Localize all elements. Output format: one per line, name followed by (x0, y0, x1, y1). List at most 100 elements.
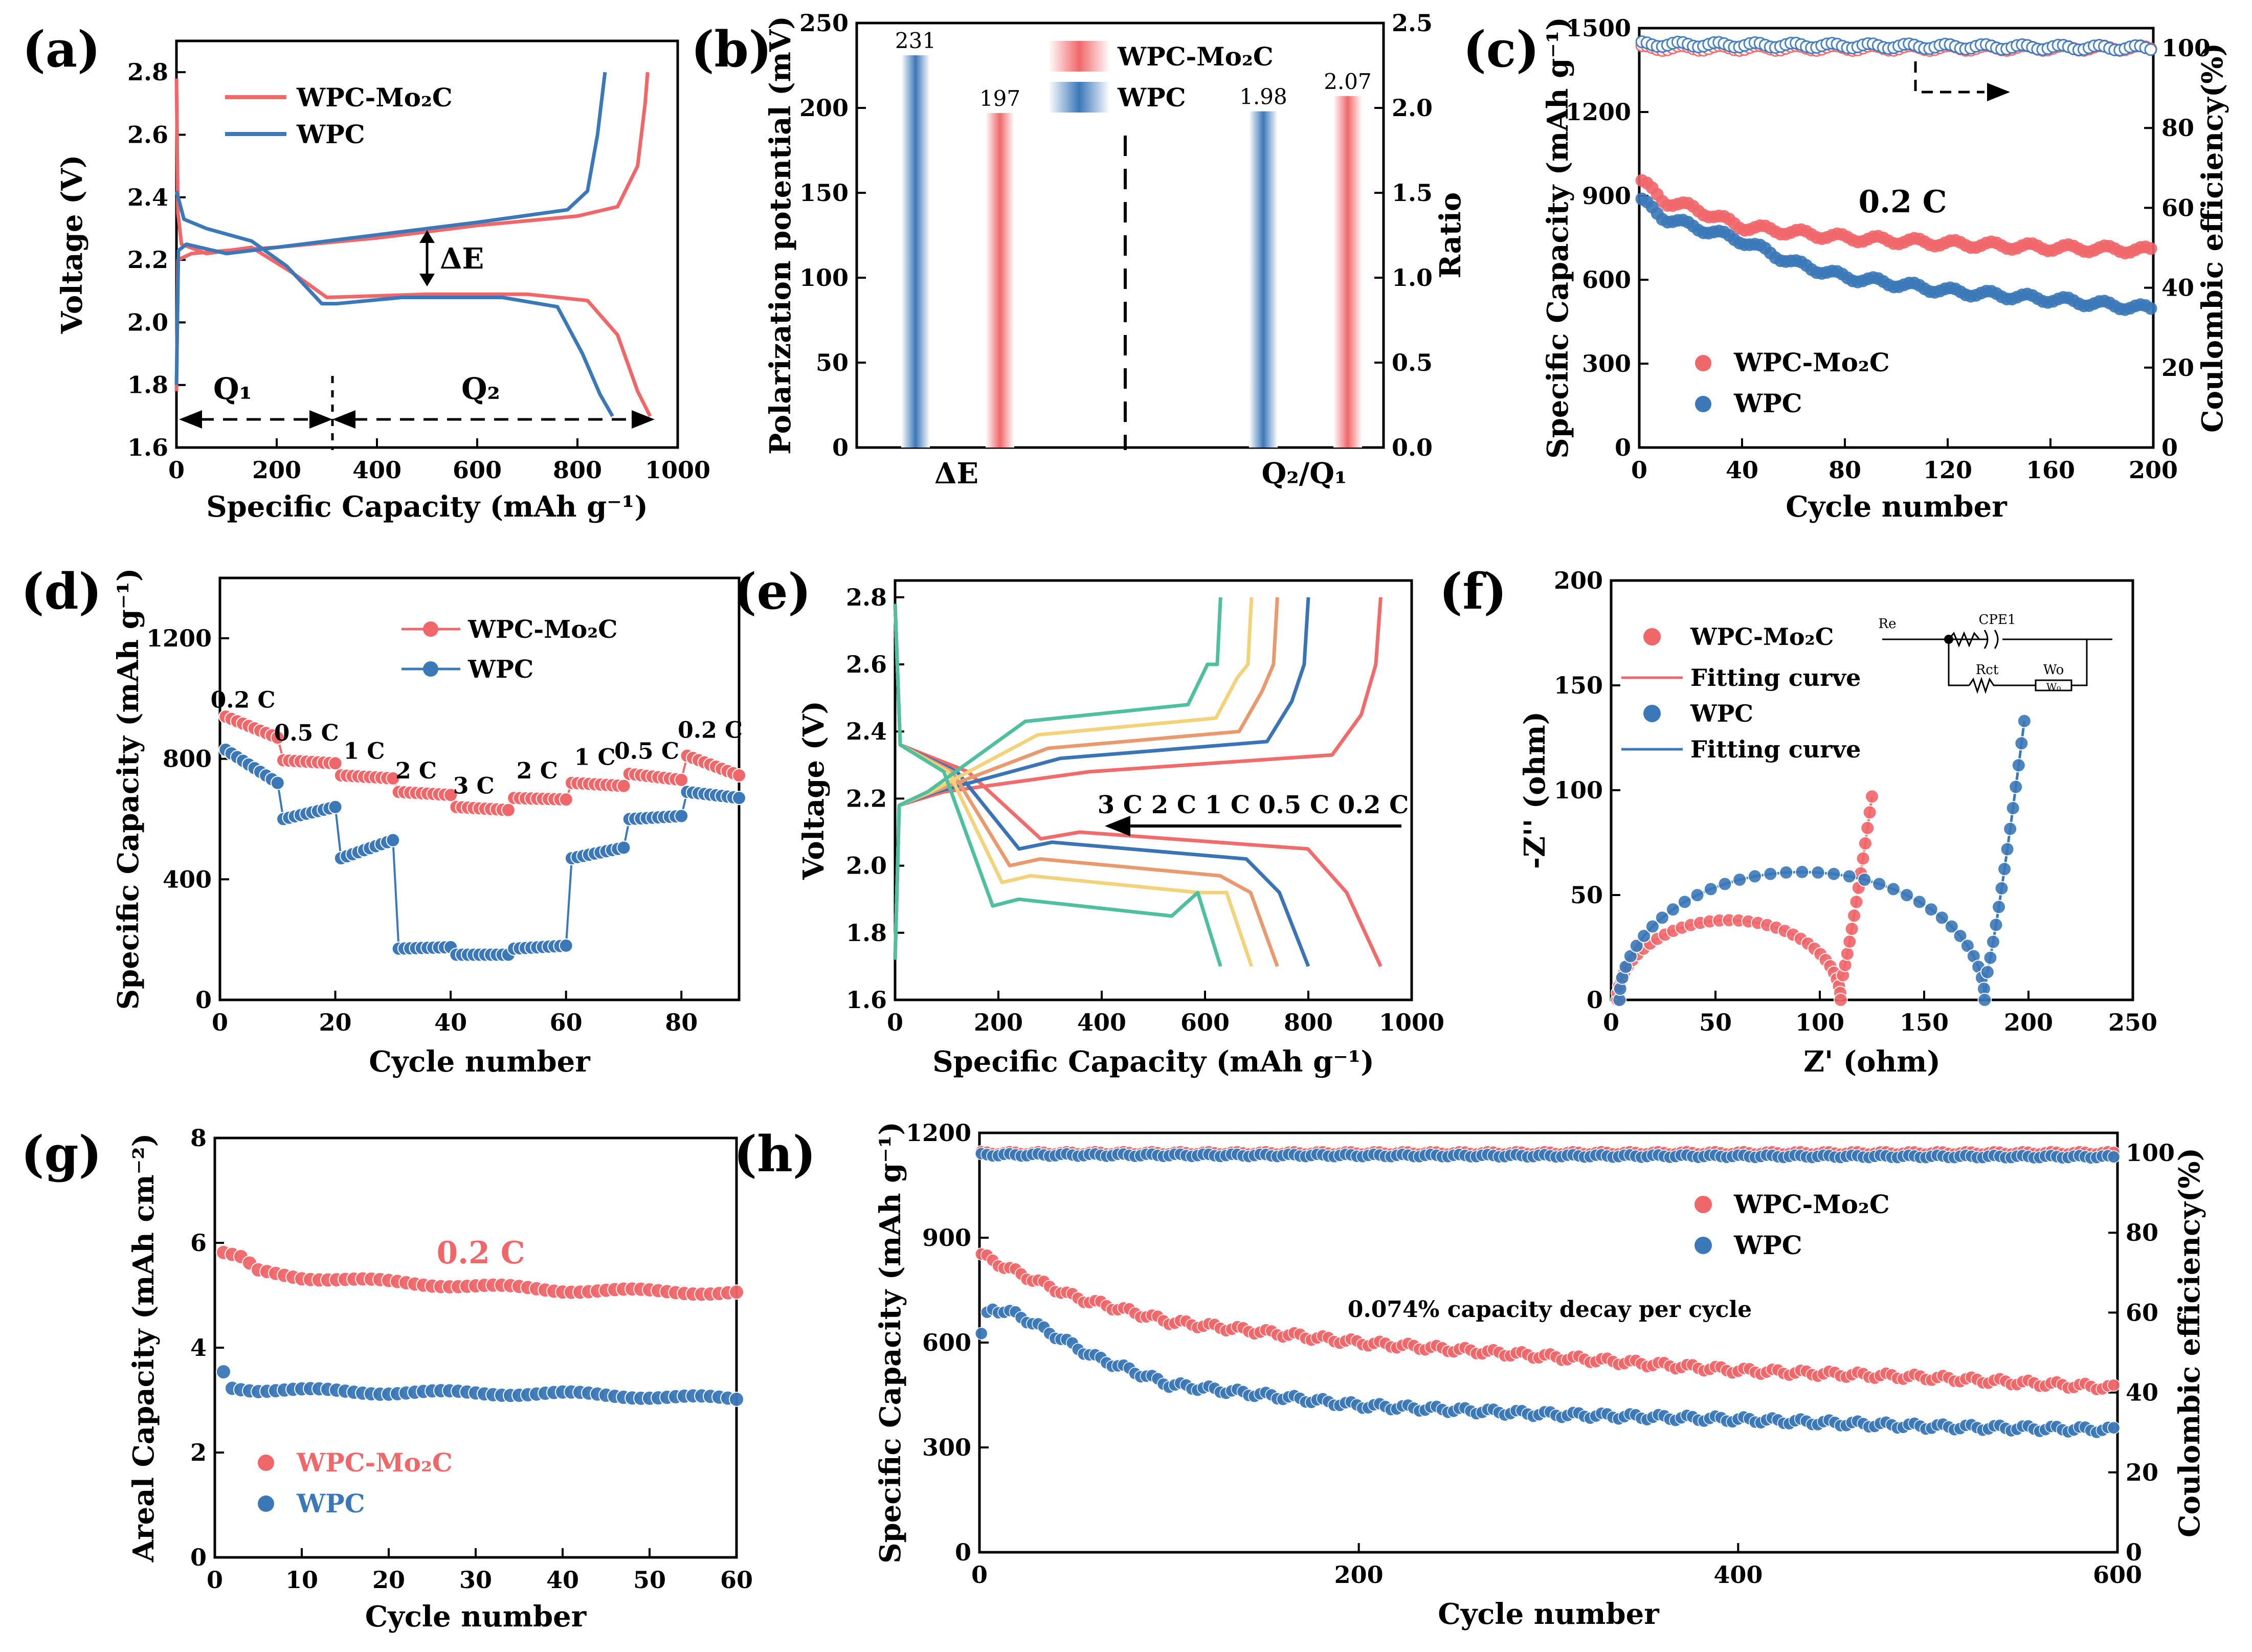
y-right-axis-label: Coulombic efficiency(%) (2173, 1148, 2206, 1537)
data-point (270, 730, 285, 745)
y-axis-label: Specific Capacity (mAh g⁻¹) (874, 1122, 907, 1564)
y-right-axis-label: Ratio (1434, 192, 1467, 279)
y-tick-label: 2.6 (846, 651, 887, 678)
x-axis-label: Cycle number (365, 1600, 587, 1634)
data-point (2009, 779, 2023, 794)
y-tick-label: 1.6 (127, 434, 168, 461)
circuit-branch (1948, 639, 2088, 694)
x-tick-label: 400 (1713, 1561, 1763, 1589)
y-tick-label: 0 (1615, 434, 1631, 461)
y-tick-label: 2.8 (127, 58, 168, 86)
plot-frame (218, 576, 741, 1001)
x-tick-label: 1000 (645, 456, 710, 484)
data-point (1811, 865, 1825, 880)
plot-frame (855, 21, 1385, 449)
panel-label: (f) (1439, 563, 1507, 620)
data-point (1983, 950, 1998, 965)
x-tick-label: 80 (665, 1009, 698, 1036)
y-tick-label: 900 (1582, 182, 1631, 210)
x-tick-label: 40 (434, 1009, 467, 1036)
legend-label: WPC (1117, 82, 1186, 113)
y-right-tick-label: 2.5 (1392, 9, 1433, 37)
data-point (1795, 864, 1810, 879)
x-tick-label: 10 (285, 1566, 318, 1594)
rate-label: 0.5 C (274, 720, 339, 746)
data-point (1994, 881, 2009, 896)
y-tick-label: 0 (1587, 986, 1603, 1014)
data-point (1677, 895, 1692, 909)
data-point (270, 775, 285, 790)
data-point (1844, 922, 1859, 936)
panel-label: (a) (22, 20, 100, 78)
legend-label: WPC-Mo₂C (1733, 347, 1890, 377)
rate-label: 1 C (343, 739, 385, 765)
data-point (1842, 934, 1857, 949)
x-tick-label: 30 (459, 1566, 492, 1594)
data-point (616, 778, 631, 793)
y-tick-label: 1.8 (846, 919, 887, 947)
legend-marker (1694, 1237, 1712, 1254)
legend-label: Fitting curve (1690, 664, 1861, 691)
y-right-tick-label: 60 (2126, 1299, 2158, 1326)
y-right-tick-label: 1.0 (1392, 264, 1433, 292)
data-point (1934, 910, 1949, 925)
y-tick-label: 1200 (1566, 98, 1631, 126)
x-tick-label: 0 (971, 1561, 988, 1589)
panel-e: 0 200 400 600 800 1000 1.6 1.8 2.0 2.2 2.4 2.6 2.8 3 … (733, 563, 1444, 1079)
data-point (2011, 758, 2026, 773)
y-axis-label: Areal Capacity (mAh cm⁻²) (127, 1133, 161, 1563)
legend-marker (1695, 396, 1711, 412)
data-point (1629, 939, 1644, 953)
y-tick-label: 0 (955, 1538, 971, 1566)
y-tick-label: 1500 (1566, 14, 1631, 42)
data-point (2107, 1378, 2121, 1392)
y-tick-label: 200 (799, 94, 849, 122)
data-point (674, 772, 689, 787)
legend-label: WPC (467, 655, 533, 684)
y-tick-label: 1.6 (846, 986, 887, 1014)
circuit-label: Wo (2043, 662, 2064, 678)
data-point (443, 788, 458, 802)
x-axis-label: Specific Capacity (mAh g⁻¹) (932, 1045, 1374, 1079)
x-tick-label: 0 (212, 1009, 228, 1036)
x-tick-label: 0 (887, 1009, 903, 1036)
panel-label: (b) (691, 20, 772, 78)
data-point (1953, 928, 1968, 943)
y-tick-label: 250 (799, 9, 849, 37)
panel-c: 0 40 80 120 160 20003006009001200150002040608… (1463, 14, 2229, 524)
legend-label: WPC-Mo₂C (296, 1447, 453, 1478)
x-tick-label: 250 (2108, 1009, 2157, 1036)
data-point (1944, 919, 1959, 934)
circuit-label: Rct (1976, 662, 1999, 678)
rate-label: 2 C (395, 758, 437, 784)
y-tick-label: 2.0 (846, 852, 887, 880)
legend-label: WPC-Mo₂C (296, 82, 453, 113)
y-right-axis-label: Coulombic efficiency(%) (2196, 43, 2229, 433)
x-category-label: Q₂/Q₁ (1261, 457, 1347, 490)
x-axis-label: Z' (ohm) (1803, 1045, 1941, 1079)
series-line (174, 190, 614, 417)
legend-label: WPC (1690, 700, 1753, 727)
x-tick-label: 80 (1829, 456, 1861, 484)
legend-label: WPC (1733, 1230, 1802, 1260)
circuit-wire (1882, 631, 2112, 648)
data-point (559, 938, 573, 953)
data-point (1865, 789, 1879, 804)
data-point (616, 840, 631, 855)
y-right-tick-label: 0.0 (1392, 434, 1433, 461)
y-tick-label: 2.4 (127, 184, 168, 211)
y-right-tick-label: 0 (2126, 1538, 2142, 1566)
x-tick-label: 600 (453, 456, 502, 484)
data-point (674, 809, 689, 823)
data-point (1645, 919, 1660, 934)
bar-wpc-mo2c (986, 113, 1014, 448)
x-axis-label: Cycle number (1786, 490, 2008, 524)
x-tick-label: 600 (2093, 1561, 2142, 1589)
panel-g: 0 10 20 30 40 50 60 0 2 4 6 8 0.2 C WPC-Mo₂C WPC (g) Cyc… (21, 1124, 753, 1634)
rate-annotation: 3 C 2 C 1 C 0.5 C 0.2 C (1098, 791, 1409, 819)
data-point (2107, 1150, 2121, 1164)
panel-label: (g) (21, 1125, 102, 1183)
data-point (2017, 713, 2032, 728)
legend-label: WPC-Mo₂C (467, 615, 618, 644)
data-point (2003, 821, 2018, 836)
